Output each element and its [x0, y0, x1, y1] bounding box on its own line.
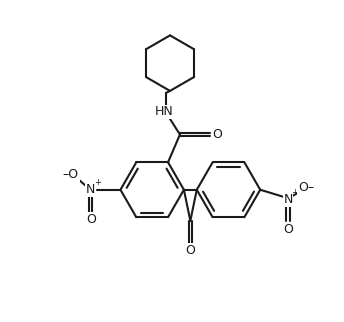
- Text: O: O: [185, 244, 195, 257]
- Text: N: N: [86, 183, 95, 196]
- Text: N: N: [283, 193, 293, 206]
- Text: +: +: [94, 178, 101, 187]
- Text: HN: HN: [155, 105, 173, 118]
- Text: +: +: [291, 188, 298, 197]
- Text: O–: O–: [298, 181, 314, 194]
- Text: O: O: [86, 213, 96, 226]
- Text: O: O: [283, 223, 293, 236]
- Text: O: O: [213, 128, 223, 141]
- Text: –O: –O: [63, 168, 79, 181]
